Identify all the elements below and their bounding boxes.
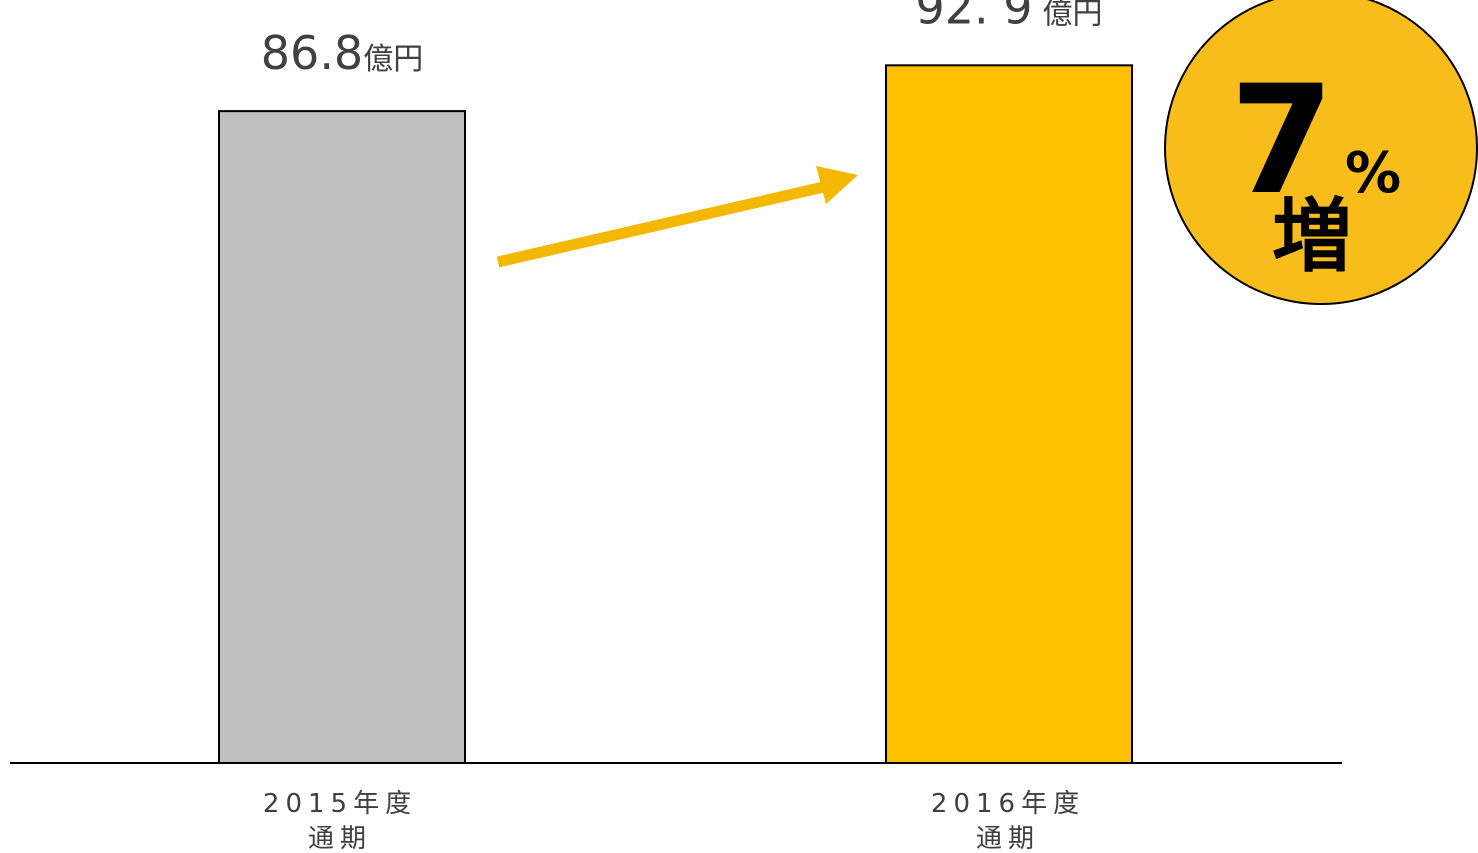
category-label-2015-line2: 通期 — [308, 824, 372, 853]
value-label-2016: 92. 9 億円 — [915, 0, 1102, 34]
growth-badge-percent: % — [1345, 141, 1401, 206]
growth-arrow-shaft — [496, 180, 830, 268]
bar-2016 — [885, 64, 1133, 765]
category-label-2016-line1: 2016年度 — [931, 789, 1085, 819]
value-unit-2015: 億円 — [363, 42, 423, 77]
growth-arrow-head — [816, 166, 858, 204]
bar-2015 — [218, 110, 466, 764]
value-number-2015: 86.8 — [261, 26, 363, 80]
growth-badge: 7 % 増 — [1164, 0, 1478, 305]
value-unit-2016: 億円 — [1043, 0, 1103, 31]
value-number-2016: 92. 9 — [915, 0, 1032, 34]
growth-badge-label: 増 — [1272, 190, 1352, 283]
growth-badge-number: 7 — [1230, 54, 1334, 228]
category-label-2015-line1: 2015年度 — [263, 789, 417, 819]
growth-badge-circle — [1164, 0, 1478, 305]
value-label-2015: 86.8億円 — [261, 26, 423, 80]
category-label-2016-line2: 通期 — [976, 824, 1040, 853]
growth-arrow — [496, 166, 858, 268]
